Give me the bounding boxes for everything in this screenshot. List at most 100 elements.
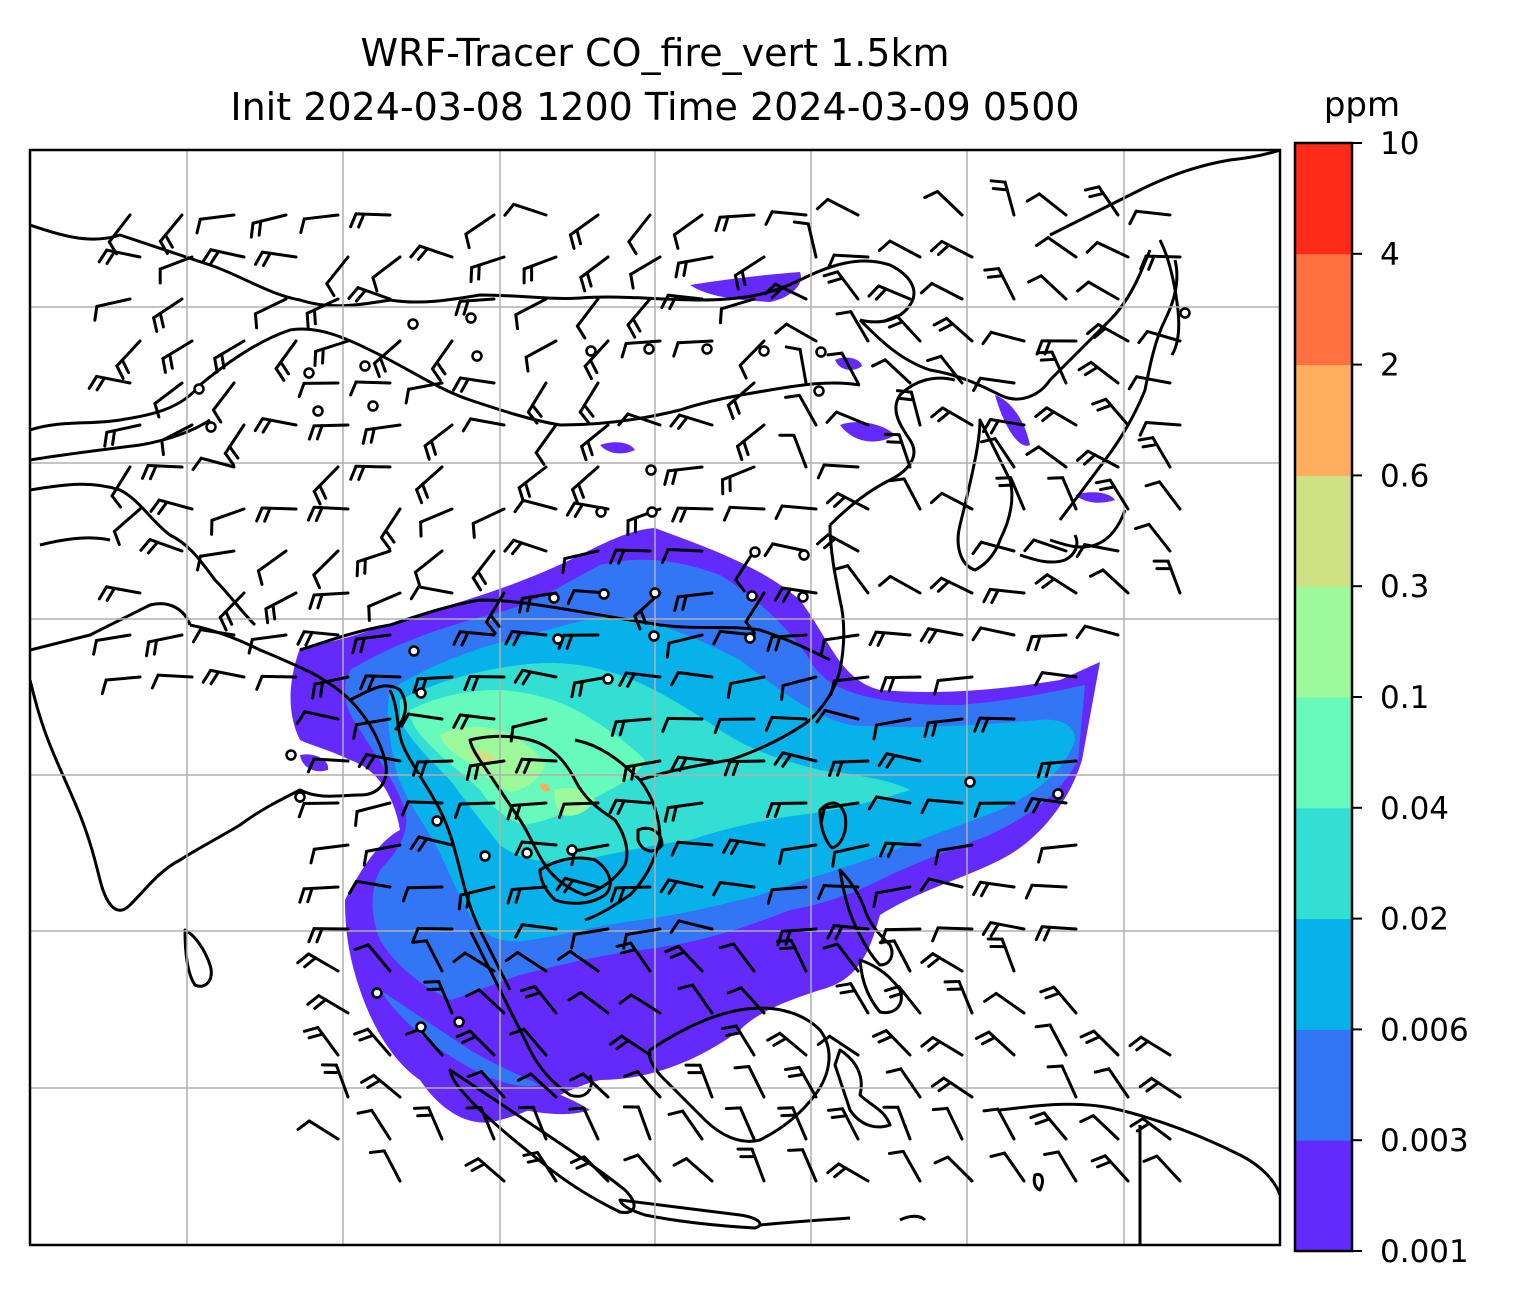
wind-barb bbox=[783, 1065, 818, 1099]
wind-barb bbox=[201, 248, 246, 265]
wind-barb bbox=[353, 1027, 392, 1057]
wind-barb bbox=[1075, 543, 1120, 559]
calm-marker bbox=[798, 549, 810, 561]
wind-barb bbox=[153, 381, 184, 419]
wind-barb bbox=[618, 993, 662, 1015]
colorbar-tick-label: 0.006 bbox=[1380, 1012, 1469, 1048]
wind-barb bbox=[571, 465, 600, 505]
colorbar-block bbox=[1295, 1140, 1352, 1252]
borneo bbox=[648, 1006, 831, 1143]
wind-barb bbox=[726, 986, 766, 1015]
wind-barb bbox=[1152, 559, 1182, 595]
wind-barb bbox=[665, 633, 704, 659]
wind-barb bbox=[670, 671, 714, 687]
wind-barb bbox=[871, 358, 912, 385]
india-north-border bbox=[30, 602, 192, 652]
wind-barb bbox=[413, 1106, 444, 1141]
wind-barb bbox=[357, 753, 402, 770]
colorbar-block bbox=[1295, 807, 1352, 920]
colorbar: 0.001 0.003 0.006 0.02 0.04 0.1 0.3 0.6 2 4 10 ppm bbox=[1293, 85, 1469, 1270]
colorbar-tick-label: 0.02 bbox=[1380, 902, 1449, 938]
wind-barb bbox=[826, 351, 860, 385]
calm-marker bbox=[359, 360, 371, 372]
wind-barb bbox=[423, 980, 454, 1015]
calm-marker bbox=[749, 546, 761, 558]
wind-barb bbox=[305, 297, 340, 329]
wind-barb bbox=[671, 506, 714, 523]
wind-barb bbox=[982, 1107, 1016, 1141]
calm-marker bbox=[312, 405, 324, 417]
wind-barb bbox=[161, 339, 194, 374]
wind-barb bbox=[325, 255, 350, 298]
colorbar-block bbox=[1295, 1029, 1352, 1141]
calm-marker bbox=[595, 506, 607, 518]
mongolia-border bbox=[30, 223, 916, 324]
wind-barb bbox=[1128, 209, 1172, 226]
wind-barb bbox=[1023, 538, 1068, 553]
wind-barb bbox=[351, 633, 392, 655]
wind-barb bbox=[933, 675, 974, 696]
wind-barb bbox=[274, 339, 298, 382]
wind-barb bbox=[401, 800, 444, 817]
wind-barb bbox=[1086, 323, 1130, 343]
wind-barb bbox=[660, 293, 704, 311]
wind-barb bbox=[617, 412, 662, 427]
wind-barb bbox=[149, 498, 194, 516]
wind-barb bbox=[1034, 573, 1078, 595]
wind-barb bbox=[777, 1106, 808, 1141]
wind-barb bbox=[1129, 1117, 1172, 1141]
wind-barb bbox=[522, 1150, 558, 1183]
graticule bbox=[30, 150, 1280, 1245]
wind-barb bbox=[568, 213, 600, 250]
wind-barb bbox=[723, 759, 766, 777]
wind-barb bbox=[218, 591, 246, 632]
wind-barb bbox=[608, 1034, 652, 1057]
wind-barb bbox=[684, 1063, 714, 1099]
wind-barb bbox=[1094, 478, 1130, 511]
wind-barb bbox=[1083, 185, 1120, 217]
calm-marker bbox=[701, 343, 713, 355]
wind-barb bbox=[626, 297, 652, 339]
wind-barb bbox=[670, 755, 714, 773]
wind-barb bbox=[409, 835, 454, 852]
calm-marker bbox=[453, 1016, 465, 1028]
plume-north-patch-6 bbox=[600, 442, 635, 454]
wind-barb bbox=[721, 1024, 756, 1057]
wind-barb bbox=[463, 675, 506, 692]
colorbar-block bbox=[1295, 918, 1352, 1030]
wind-barb bbox=[877, 752, 922, 769]
wind-barb bbox=[1088, 568, 1130, 595]
wind-barb bbox=[826, 253, 870, 270]
wind-barb bbox=[872, 885, 912, 909]
wind-barb bbox=[822, 270, 860, 301]
wind-barb bbox=[923, 717, 964, 738]
wind-barb bbox=[452, 376, 496, 393]
wind-barb bbox=[835, 310, 870, 343]
wind-barb bbox=[1034, 406, 1078, 427]
wind-barb bbox=[452, 713, 496, 730]
wind-barb bbox=[413, 549, 444, 588]
wind-barb bbox=[465, 759, 506, 782]
wind-barb bbox=[503, 202, 548, 217]
wind-barb bbox=[835, 982, 870, 1015]
wind-barb bbox=[774, 322, 818, 343]
wind-barb bbox=[195, 213, 236, 235]
wind-barb bbox=[253, 417, 298, 434]
wind-barb bbox=[1027, 274, 1068, 301]
calm-marker bbox=[1179, 307, 1191, 319]
wind-barb bbox=[983, 991, 1026, 1015]
wind-barb bbox=[97, 585, 142, 602]
wind-barb bbox=[93, 297, 132, 322]
wind-barb bbox=[1137, 436, 1172, 469]
wind-barb bbox=[724, 1106, 756, 1141]
colorbar-tick-label: 0.04 bbox=[1380, 791, 1449, 827]
colorbar-block bbox=[1295, 364, 1352, 476]
wind-barb bbox=[419, 507, 454, 538]
wind-barb bbox=[580, 423, 610, 462]
wind-barb bbox=[299, 213, 340, 235]
philippines-luzon bbox=[838, 868, 894, 967]
wind-barb bbox=[609, 548, 652, 565]
sri-lanka bbox=[183, 928, 213, 988]
calm-wind-markers bbox=[193, 307, 1191, 1033]
wind-barb bbox=[526, 381, 548, 425]
